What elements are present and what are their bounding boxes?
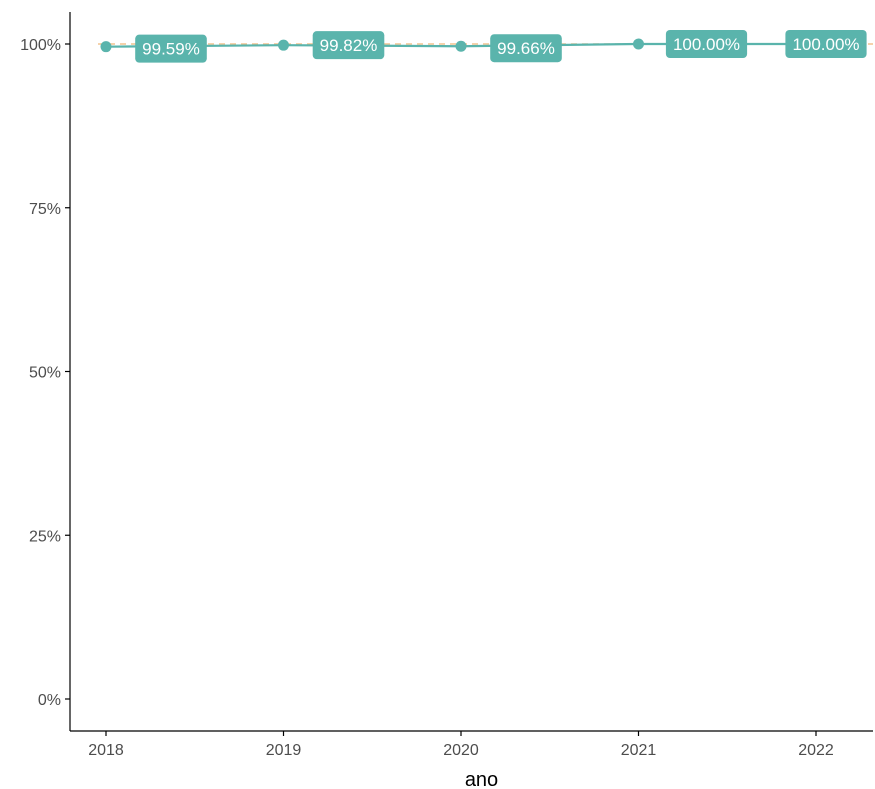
data-label-text: 99.82%	[320, 36, 378, 55]
data-point	[633, 38, 644, 50]
x-tick-label: 2018	[88, 742, 124, 759]
x-tick-label: 2022	[798, 742, 834, 759]
data-label-box	[490, 34, 562, 63]
data-label-box	[785, 30, 867, 58]
data-label-text: 99.66%	[497, 39, 555, 58]
data-label: 100.00%	[665, 30, 748, 58]
data-label-text: 100.00%	[673, 35, 740, 54]
x-tick-label: 2019	[266, 742, 302, 759]
data-label-box	[665, 30, 748, 58]
y-tick-label: 25%	[29, 528, 61, 545]
data-label: 100.00%	[785, 30, 867, 58]
data-point	[100, 41, 112, 53]
x-axis: 2018 2019 2020 2021 2022	[70, 730, 873, 759]
data-label: 99.66%	[490, 34, 562, 63]
data-point	[455, 40, 467, 52]
y-tick-label: 100%	[20, 37, 61, 54]
data-label-text: 100.00%	[792, 35, 859, 54]
y-tick-label: 75%	[29, 201, 61, 218]
data-label-text: 99.59%	[142, 40, 200, 59]
x-tick-label: 2020	[443, 742, 479, 759]
data-label: 99.59%	[135, 34, 207, 63]
y-axis: 0% 25% 50% 75% 100%	[20, 12, 71, 731]
data-labels: 99.59% 99.82% 99.66% 100.00% 100.00%	[135, 30, 867, 63]
data-point	[278, 39, 289, 51]
y-tick-label: 0%	[38, 692, 61, 709]
x-tick-label: 2021	[621, 742, 657, 759]
y-tick-label: 50%	[29, 365, 61, 382]
data-label: 99.82%	[312, 31, 385, 60]
x-axis-title: ano	[465, 769, 498, 789]
data-label-box	[312, 31, 385, 60]
data-label-box	[135, 34, 207, 63]
